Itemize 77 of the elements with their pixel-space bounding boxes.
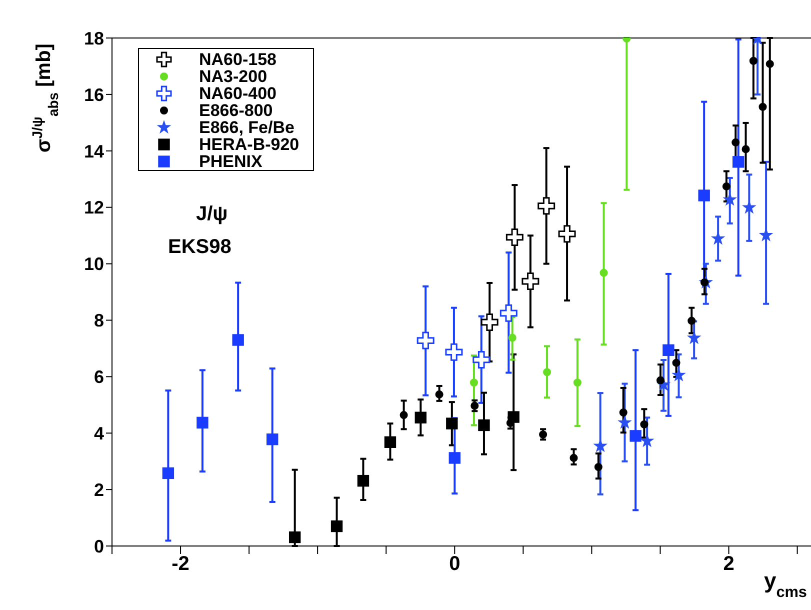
point <box>742 145 750 154</box>
point <box>656 376 665 384</box>
point <box>196 416 208 429</box>
point <box>760 228 772 241</box>
point <box>472 350 490 368</box>
legend-label: NA60-400 <box>199 84 276 104</box>
legend-label: E866-800 <box>199 100 273 120</box>
y-tick-label: 10 <box>84 254 104 274</box>
point <box>600 268 608 277</box>
legend-label: E866, Fe/Be <box>199 118 294 138</box>
legend-label: NA3-200 <box>199 66 268 86</box>
point <box>538 197 556 215</box>
y-tick-label: 2 <box>94 480 104 500</box>
point <box>758 102 767 111</box>
y-tick-label: 4 <box>94 424 104 444</box>
point <box>435 390 444 398</box>
point <box>698 190 710 202</box>
point <box>640 420 648 428</box>
x-tick-label: 2 <box>723 553 734 576</box>
point <box>448 452 460 464</box>
point <box>732 156 744 168</box>
x-axis-title: y$_{cms}$ <box>764 568 807 600</box>
point <box>162 467 174 480</box>
y-tick-label: 16 <box>84 84 104 105</box>
point <box>539 430 548 439</box>
point <box>558 225 576 243</box>
point <box>357 474 370 487</box>
point <box>688 332 700 344</box>
point <box>672 368 685 381</box>
y-tick-label: 14 <box>84 141 104 162</box>
point <box>508 334 516 342</box>
point <box>742 201 756 213</box>
x-tick-label: -2 <box>172 553 190 576</box>
point <box>712 232 724 244</box>
point <box>384 436 396 448</box>
point <box>722 182 730 190</box>
x-tick-label: 0 <box>449 553 460 576</box>
point <box>414 412 427 424</box>
point <box>470 378 478 387</box>
point <box>478 419 490 432</box>
point <box>266 433 278 446</box>
point <box>330 520 343 532</box>
annotation: J/ψ <box>196 203 228 226</box>
point <box>470 402 479 410</box>
point <box>672 358 680 367</box>
point <box>662 344 674 356</box>
point <box>724 193 736 206</box>
y-tick-label: 18 <box>84 28 104 48</box>
point <box>506 228 524 246</box>
y-tick-label: 6 <box>94 367 104 388</box>
point <box>749 56 758 65</box>
legend-label: HERA-B-920 <box>199 134 300 154</box>
point <box>594 440 607 452</box>
legend-label: PHENIX <box>199 152 262 172</box>
point <box>640 434 654 446</box>
point <box>445 343 463 361</box>
point <box>288 531 301 544</box>
point <box>732 138 740 146</box>
point <box>400 411 408 420</box>
point <box>500 304 518 322</box>
point <box>766 60 774 68</box>
point <box>522 272 540 290</box>
legend-label: NA60-158 <box>199 50 276 70</box>
point <box>543 368 552 376</box>
point <box>573 378 582 387</box>
y-tick-label: 0 <box>94 536 104 556</box>
point <box>619 408 628 417</box>
point <box>570 454 578 462</box>
point <box>630 430 642 442</box>
point <box>594 462 602 472</box>
point <box>416 332 434 350</box>
point <box>480 313 498 331</box>
y-tick-label: 12 <box>84 198 104 218</box>
annotation: EKS98 <box>168 236 232 259</box>
point <box>618 416 631 428</box>
y-tick-label: 8 <box>94 310 104 331</box>
point <box>232 334 244 346</box>
